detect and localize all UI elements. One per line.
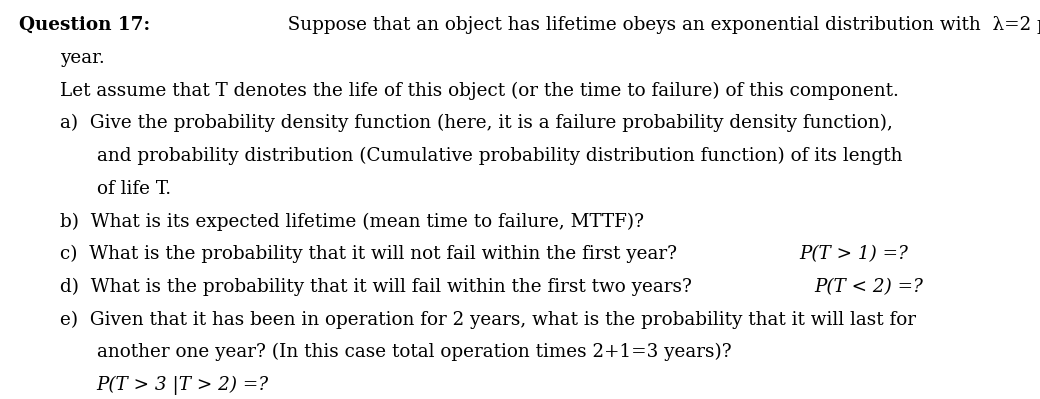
Text: Question 17:: Question 17: — [19, 16, 150, 34]
Text: c)  What is the probability that it will not fail within the first year?: c) What is the probability that it will … — [60, 245, 683, 263]
Text: P(T > 1) =?: P(T > 1) =? — [800, 245, 909, 263]
Text: Suppose that an object has lifetime obeys an exponential distribution with  λ=2 : Suppose that an object has lifetime obey… — [276, 16, 1040, 34]
Text: and probability distribution (Cumulative probability distribution function) of i: and probability distribution (Cumulative… — [97, 147, 903, 165]
Text: year.: year. — [60, 49, 105, 67]
Text: another one year? (In this case total operation times 2+1=3 years)?: another one year? (In this case total op… — [97, 343, 731, 361]
Text: d)  What is the probability that it will fail within the first two years?: d) What is the probability that it will … — [60, 278, 698, 296]
Text: of life T.: of life T. — [97, 180, 171, 198]
Text: P(T > 3 |T > 2) =?: P(T > 3 |T > 2) =? — [97, 376, 269, 395]
Text: Let assume that T denotes the life of this object (or the time to failure) of th: Let assume that T denotes the life of th… — [60, 81, 900, 100]
Text: e)  Given that it has been in operation for 2 years, what is the probability tha: e) Given that it has been in operation f… — [60, 310, 916, 329]
Text: a)  Give the probability density function (here, it is a failure probability den: a) Give the probability density function… — [60, 114, 893, 132]
Text: b)  What is its expected lifetime (mean time to failure, MTTF)?: b) What is its expected lifetime (mean t… — [60, 212, 645, 231]
Text: P(T < 2) =?: P(T < 2) =? — [814, 278, 924, 296]
